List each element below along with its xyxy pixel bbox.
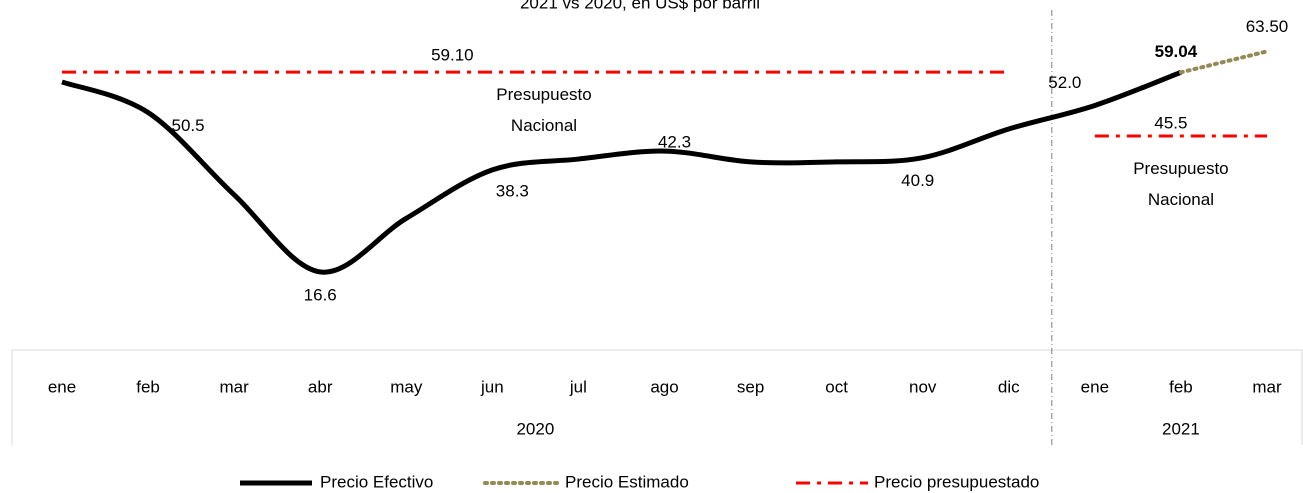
x-tick-label: ene (48, 377, 76, 396)
x-tick-label: mar (1252, 377, 1282, 396)
x-tick-label: ago (650, 377, 678, 396)
data-label: 59.04 (1155, 42, 1198, 61)
legend-label: Precio Efectivo (320, 472, 433, 491)
series-line (61, 70, 1182, 275)
annotation: Presupuesto Nacional (1133, 159, 1228, 209)
x-tick-label: may (390, 377, 423, 396)
x-tick-label: feb (136, 377, 160, 396)
data-label: 52.0 (1048, 73, 1081, 92)
x-tick-label: jun (480, 377, 504, 396)
chart-title: 2021 vs 2020, en US$ por barril (520, 0, 760, 12)
legend-label: Precio presupuestado (874, 472, 1039, 491)
annotation-line: Nacional (1148, 190, 1214, 209)
annotation-line: Presupuesto (496, 85, 591, 104)
annotation: Presupuesto Nacional (496, 85, 591, 135)
annotation-line: Presupuesto (1133, 159, 1228, 178)
data-label: 59.10 (431, 46, 474, 65)
data-label: 40.9 (901, 171, 934, 190)
data-label: 16.6 (304, 285, 337, 304)
series-line (1178, 49, 1269, 75)
data-label: 50.5 (172, 116, 205, 135)
x-tick-label: jul (569, 377, 587, 396)
data-label: 63.50 (1246, 17, 1289, 36)
x-tick-label: oct (825, 377, 848, 396)
data-label: 42.3 (658, 133, 691, 152)
x-tick-label: nov (909, 377, 937, 396)
x-tick-label: sep (737, 377, 764, 396)
x-tick-label: dic (998, 377, 1020, 396)
data-label: 45.5 (1154, 114, 1187, 133)
x-tick-label: mar (220, 377, 250, 396)
group-label: 2021 (1162, 419, 1200, 438)
data-label: 38.3 (496, 181, 529, 200)
annotation-line: Nacional (511, 116, 577, 135)
x-tick-label: abr (308, 377, 333, 396)
x-tick-label: ene (1081, 377, 1109, 396)
group-label: 2020 (516, 419, 554, 438)
x-tick-label: feb (1169, 377, 1193, 396)
legend-label: Precio Estimado (565, 472, 689, 491)
